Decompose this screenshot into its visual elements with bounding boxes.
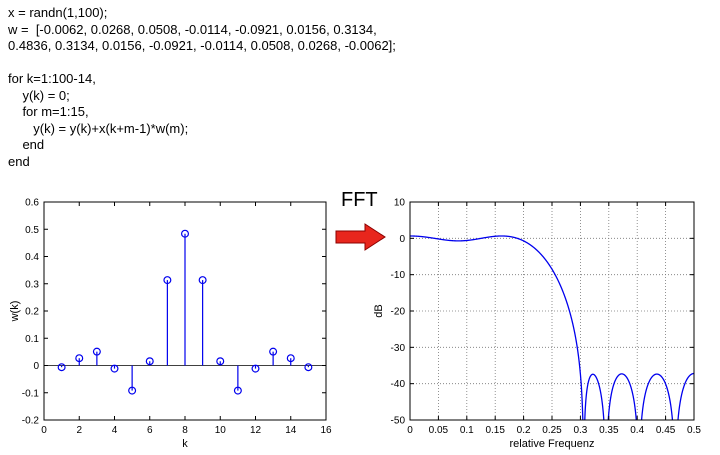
svg-text:0.3: 0.3 [573,425,587,436]
svg-text:0.2: 0.2 [25,307,39,318]
frequency-response-plot: 0 0.05 0.1 0.15 0.2 0.25 0.3 0.35 0.4 0.45 0.5 -50 -… [373,198,701,451]
svg-text:dB: dB [373,304,385,317]
svg-text:4: 4 [112,425,118,436]
svg-text:2: 2 [76,425,82,436]
matlab-code: x = randn(1,100); w = [-0.0062, 0.0268, … [8,5,396,169]
svg-text:6: 6 [147,425,153,436]
svg-text:w(k): w(k) [9,301,21,323]
svg-text:-10: -10 [391,270,406,281]
svg-text:0.25: 0.25 [542,425,562,436]
svg-text:0: 0 [399,234,405,245]
svg-text:0.6: 0.6 [25,198,39,209]
svg-text:0.5: 0.5 [25,225,39,236]
svg-text:8: 8 [182,425,188,436]
svg-text:relative Frequenz: relative Frequenz [510,438,595,450]
svg-text:0.1: 0.1 [460,425,474,436]
svg-text:0.5: 0.5 [687,425,701,436]
svg-text:12: 12 [250,425,262,436]
svg-text:14: 14 [285,425,297,436]
fft-label: FFT [341,189,378,211]
svg-text:0.4: 0.4 [25,252,39,263]
svg-text:-0.2: -0.2 [22,416,40,427]
svg-text:k: k [182,438,188,450]
svg-text:0.15: 0.15 [485,425,505,436]
svg-text:-20: -20 [391,307,406,318]
svg-text:-50: -50 [391,416,406,427]
svg-text:0: 0 [33,361,39,372]
svg-text:-30: -30 [391,343,406,354]
frequency-response-panel: 0 0.05 0.1 0.15 0.2 0.25 0.3 0.35 0.4 0.45 0.5 -50 -… [370,190,716,455]
svg-text:0.3: 0.3 [25,279,39,290]
svg-text:0.35: 0.35 [599,425,619,436]
svg-text:0.2: 0.2 [517,425,531,436]
svg-text:-0.1: -0.1 [22,388,40,399]
svg-text:16: 16 [320,425,332,436]
svg-text:0.4: 0.4 [630,425,644,436]
svg-text:0: 0 [407,425,413,436]
fft-arrow-shape [335,223,386,251]
svg-text:10: 10 [394,198,406,209]
stem-plot-panel: 0 2 4 6 8 10 12 14 16 -0.2 -0.1 0 0.1 0.2 0.3 0.4 0.5 0.6… [8,190,338,455]
svg-text:0.05: 0.05 [429,425,449,436]
svg-text:0.45: 0.45 [656,425,676,436]
stem-plot: 0 2 4 6 8 10 12 14 16 -0.2 -0.1 0 0.1 0.2 0.3 0.4 0.5 0.6… [9,198,332,451]
svg-text:-40: -40 [391,379,406,390]
svg-text:0: 0 [41,425,47,436]
fft-arrow-icon [335,223,386,251]
svg-text:10: 10 [215,425,227,436]
svg-text:0.1: 0.1 [25,334,39,345]
